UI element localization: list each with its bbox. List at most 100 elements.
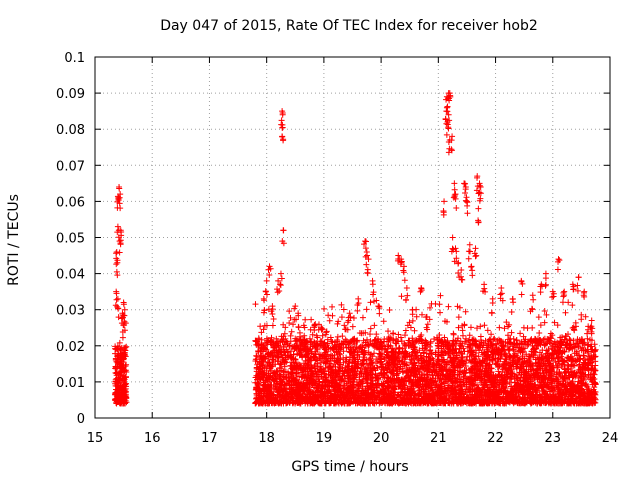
- data-point: [483, 353, 490, 360]
- data-point: [411, 344, 418, 351]
- data-point: [121, 349, 128, 356]
- data-point: [446, 387, 453, 394]
- data-point: [540, 336, 547, 343]
- data-point: [451, 355, 458, 362]
- data-point: [274, 338, 281, 345]
- data-point: [536, 329, 543, 336]
- data-point: [420, 396, 427, 403]
- data-point: [325, 344, 332, 351]
- data-point: [542, 341, 549, 348]
- data-point: [479, 382, 486, 389]
- data-point: [582, 313, 589, 320]
- data-point: [455, 349, 462, 356]
- data-point: [559, 373, 566, 380]
- data-point: [270, 315, 277, 322]
- data-point: [557, 334, 564, 341]
- data-point: [474, 325, 481, 332]
- data-point: [484, 327, 491, 334]
- data-point: [342, 326, 349, 333]
- data-point: [592, 367, 599, 374]
- data-point: [366, 341, 373, 348]
- data-point: [541, 335, 548, 342]
- data-point: [480, 399, 487, 406]
- data-point: [423, 398, 430, 405]
- data-point: [474, 381, 481, 388]
- data-point: [497, 396, 504, 403]
- data-point: [437, 292, 444, 299]
- data-point: [119, 334, 126, 341]
- data-point: [267, 388, 274, 395]
- data-point: [495, 387, 502, 394]
- data-point: [433, 334, 440, 341]
- data-point: [368, 380, 375, 387]
- data-point: [261, 355, 268, 362]
- data-point: [274, 368, 281, 375]
- data-point: [389, 370, 396, 377]
- data-point: [481, 322, 488, 329]
- data-point: [505, 323, 512, 330]
- data-point: [504, 332, 511, 339]
- data-point: [457, 364, 464, 371]
- data-point: [335, 318, 342, 325]
- data-point: [261, 400, 268, 407]
- data-point: [502, 378, 509, 385]
- data-point: [566, 390, 573, 397]
- data-point: [466, 353, 473, 360]
- data-point: [554, 322, 561, 329]
- data-point: [508, 329, 515, 336]
- data-point: [462, 359, 469, 366]
- data-point: [538, 339, 545, 346]
- data-point: [326, 317, 333, 324]
- data-point: [339, 333, 346, 340]
- data-point: [560, 383, 567, 390]
- data-point: [326, 363, 333, 370]
- data-point: [253, 365, 260, 372]
- data-point: [496, 324, 503, 331]
- data-point: [458, 386, 465, 393]
- data-point: [340, 306, 347, 313]
- data-point: [297, 333, 304, 340]
- data-point: [463, 367, 470, 374]
- data-point: [286, 399, 293, 406]
- data-point: [117, 400, 124, 407]
- data-point: [360, 357, 367, 364]
- data-point: [438, 352, 445, 359]
- data-point: [390, 364, 397, 371]
- data-point: [371, 350, 378, 357]
- data-point: [408, 383, 415, 390]
- data-point: [257, 323, 264, 330]
- data-point: [558, 356, 565, 363]
- data-point: [369, 353, 376, 360]
- data-point: [495, 372, 502, 379]
- data-point: [532, 382, 539, 389]
- data-point: [407, 342, 414, 349]
- data-point: [380, 318, 387, 325]
- data-point: [399, 400, 406, 407]
- data-point: [122, 353, 129, 360]
- data-point: [299, 354, 306, 361]
- data-point: [551, 338, 558, 345]
- data-point: [551, 388, 558, 395]
- data-point: [286, 319, 293, 326]
- data-point: [561, 348, 568, 355]
- data-point: [440, 358, 447, 365]
- data-point: [352, 400, 359, 407]
- data-point: [307, 345, 314, 352]
- data-point: [367, 325, 374, 332]
- data-point: [335, 360, 342, 367]
- data-point: [398, 293, 405, 300]
- data-point: [537, 322, 544, 329]
- data-point: [258, 399, 265, 406]
- data-point: [438, 367, 445, 374]
- data-point: [463, 381, 470, 388]
- data-point: [453, 355, 460, 362]
- data-point: [253, 395, 260, 402]
- data-point: [385, 328, 392, 335]
- data-point: [490, 348, 497, 355]
- data-point: [398, 399, 405, 406]
- data-point: [298, 346, 305, 353]
- data-point: [585, 326, 592, 333]
- data-point: [120, 393, 127, 400]
- data-point: [382, 364, 389, 371]
